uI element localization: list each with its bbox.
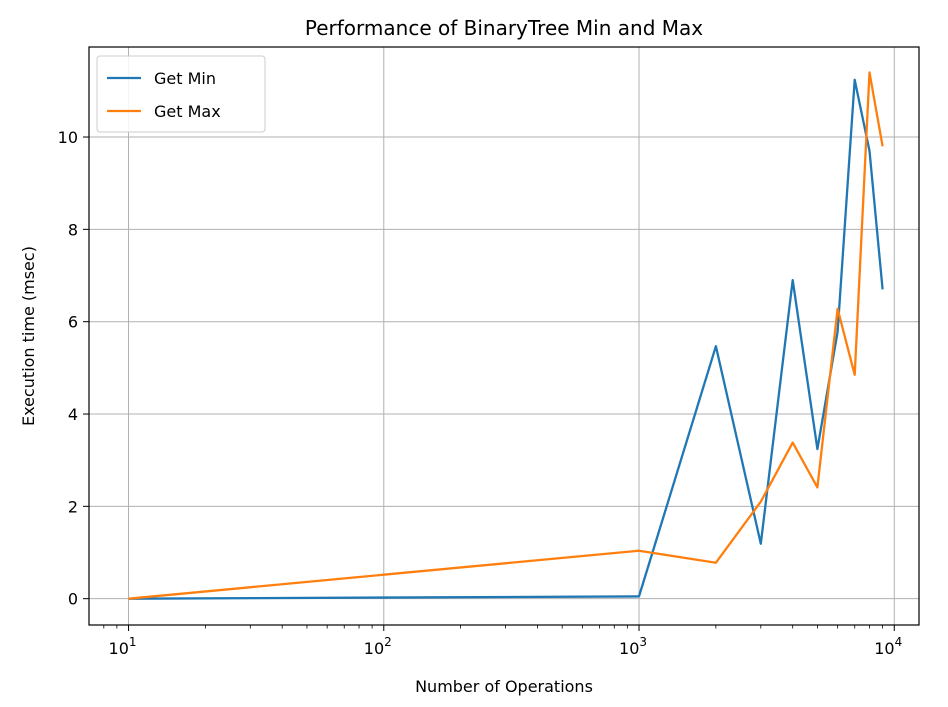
- x-tick-label: 104: [874, 635, 902, 658]
- y-tick-label: 8: [68, 220, 78, 239]
- y-tick-label: 10: [58, 128, 78, 147]
- x-tick-label-exponent: 4: [895, 635, 903, 649]
- x-tick-label: 103: [619, 635, 647, 658]
- y-tick-label: 0: [68, 590, 78, 609]
- y-axis-title: Execution time (msec): [19, 246, 38, 426]
- x-axis-title: Number of Operations: [415, 677, 593, 696]
- legend-label: Get Min: [154, 69, 216, 88]
- x-tick-label-base: 10: [109, 639, 129, 658]
- legend-label: Get Max: [154, 102, 221, 121]
- grid: [89, 47, 919, 625]
- y-tick-label: 6: [68, 313, 78, 332]
- x-tick-label-base: 10: [874, 639, 894, 658]
- series-layer: [128, 71, 884, 600]
- series-line-get-max: [128, 71, 884, 600]
- x-tick-label-exponent: 3: [639, 635, 647, 649]
- y-tick-label: 4: [68, 405, 78, 424]
- x-tick-label: 101: [109, 635, 137, 658]
- y-tick-label: 2: [68, 497, 78, 516]
- chart-title: Performance of BinaryTree Min and Max: [305, 16, 703, 40]
- x-tick-label-base: 10: [364, 639, 384, 658]
- x-tick-label: 102: [364, 635, 392, 658]
- plot-frame: [88, 46, 920, 626]
- x-tick-label-exponent: 1: [129, 635, 137, 649]
- legend: Get Min Get Max: [96, 55, 266, 133]
- series-line-get-min: [128, 78, 884, 600]
- x-tick-label-base: 10: [619, 639, 639, 658]
- legend-box: [96, 55, 266, 133]
- x-tick-label-exponent: 2: [384, 635, 392, 649]
